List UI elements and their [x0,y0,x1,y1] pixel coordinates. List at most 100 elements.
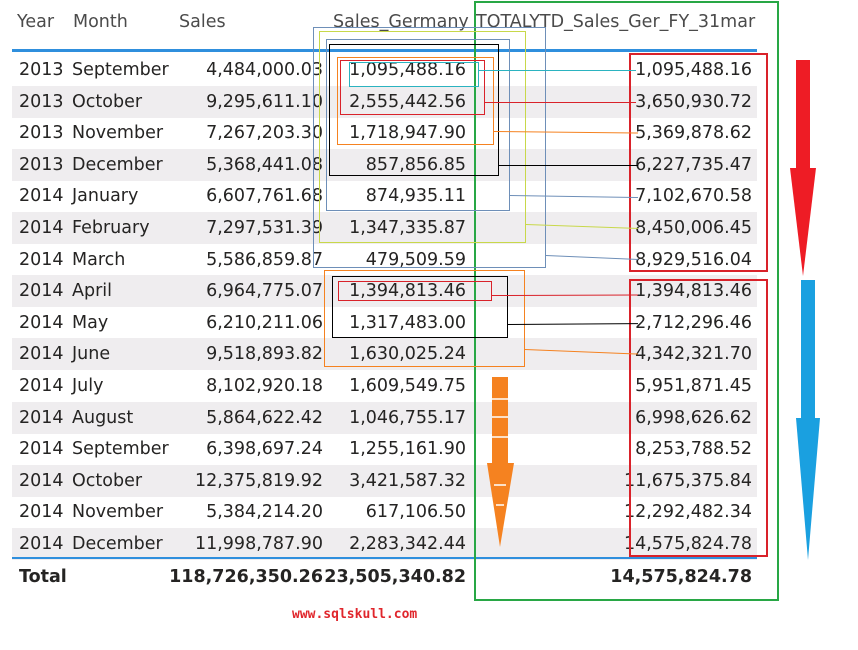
total-sales-germany: 23,505,340.82 [324,567,466,587]
cell-totalytd: 12,292,482.34 [623,502,752,523]
cell-year: 2014 [19,186,64,207]
cell-totalytd: 6,998,626.62 [635,407,752,428]
cell-year: 2013 [19,91,64,112]
december-cumulative-box [329,44,499,176]
cell-sales: 12,375,819.92 [194,470,323,491]
cell-month: February [72,218,150,238]
cell-sales: 7,267,203.30 [206,123,323,144]
cell-sales-germany: 1,046,755.17 [349,407,466,428]
cell-month: October [72,91,143,112]
cell-totalytd: 6,227,735.47 [635,154,752,175]
cell-sales-germany: 1,317,483.00 [349,312,466,333]
september-value-box [349,62,479,87]
header-year[interactable]: Year [17,12,55,32]
cell-month: August [72,407,134,428]
table-row: 2014 January 6,607,761.68 874,935.11 7,102,6… [12,180,757,212]
cell-totalytd: 2,712,296.46 [635,312,752,333]
total-sales: 118,726,350.26 [169,567,323,587]
cell-sales: 5,384,214.20 [206,502,323,523]
total-label: Total [19,567,67,587]
connector-line-december [499,165,638,166]
cell-totalytd: 8,929,516.04 [635,249,752,270]
header-divider [12,49,757,52]
red-down-arrow [790,60,816,276]
cell-year: 2014 [19,376,64,396]
cell-month: December [72,534,163,554]
cell-sales-germany: 617,106.50 [365,502,466,523]
table-row: 2013 September 4,484,000.03 1,095,488.16 1,0… [12,54,757,86]
cell-year: 2014 [19,249,64,270]
cell-sales: 5,864,622.42 [206,407,323,428]
cell-sales: 9,295,611.10 [206,91,323,112]
cell-year: 2014 [19,281,64,302]
cell-sales-germany: 1,630,025.24 [349,344,466,365]
cell-totalytd: 3,650,930.72 [635,91,752,112]
table-row: 2014 December 11,998,787.90 2,283,342.44 14,… [12,528,757,560]
cell-sales: 5,368,441.08 [206,154,323,175]
cell-sales-germany: 1,095,488.16 [349,60,466,80]
cell-totalytd: 5,369,878.62 [635,123,752,144]
table-row: 2014 May 6,210,211.06 1,317,483.00 2,712,296… [12,307,757,339]
cell-sales: 4,484,000.03 [206,60,323,80]
cell-month: November [72,123,164,144]
cell-month: October [72,470,143,491]
cell-year: 2014 [19,439,64,460]
cell-sales: 9,518,893.82 [206,344,323,365]
cell-totalytd: 1,095,488.16 [635,60,752,80]
cell-sales-germany: 3,421,587.32 [349,470,466,491]
cell-totalytd: 14,575,824.78 [623,534,752,554]
cell-year: 2014 [19,218,64,238]
header-sales[interactable]: Sales [179,12,226,32]
cell-sales: 6,210,211.06 [206,312,323,333]
cell-sales-germany: 1,394,813.46 [349,281,466,302]
cell-month: December [72,154,163,175]
cell-sales-germany: 479,509.59 [365,249,466,270]
cell-totalytd: 1,394,813.46 [635,281,752,302]
connector-line-october [485,102,636,103]
cell-sales-germany: 874,935.11 [365,186,466,207]
fy2015-ytd-values-box [629,279,768,557]
table-row: 2014 March 5,586,859.87 479,509.59 8,929,516… [12,244,757,276]
october-cumulative-box [340,60,485,115]
cell-sales: 6,964,775.07 [206,281,323,302]
cell-year: 2014 [19,344,64,365]
cell-sales-germany: 1,347,335.87 [349,218,466,238]
cell-year: 2014 [19,470,64,491]
cell-month: June [72,344,111,365]
total-row: Total 118,726,350.26 23,505,340.82 14,57… [12,562,757,592]
cell-month: July [72,376,104,396]
blue-down-arrow [796,280,820,560]
cell-year: 2013 [19,154,64,175]
cell-month: May [72,312,109,333]
cell-totalytd: 4,342,321.70 [635,344,752,365]
february-cumulative-box [319,31,526,243]
november-cumulative-box [337,57,494,145]
cell-totalytd: 8,450,006.45 [635,218,752,238]
cell-sales-germany: 1,609,549.75 [349,376,466,396]
connector-line-september [479,70,636,71]
cell-sales: 5,586,859.87 [206,249,323,270]
total-divider [12,557,757,559]
may-cumulative-box [332,276,508,338]
cell-sales: 6,398,697.24 [206,439,323,460]
march-cumulative-box [313,27,546,268]
cell-sales: 7,297,531.39 [206,218,323,238]
cell-year: 2014 [19,534,64,554]
table-row: 2013 October 9,295,611.10 2,555,442.56 3,650… [12,85,757,118]
cell-year: 2014 [19,502,64,523]
site-watermark: www.sqlskull.com [292,607,418,622]
header-month[interactable]: Month [73,12,128,32]
cell-sales-germany: 2,555,442.56 [349,91,466,112]
cell-totalytd: 11,675,375.84 [623,470,752,491]
table-row: 2014 November 5,384,214.20 617,106.50 12,292… [12,496,757,528]
cell-sales-germany: 1,255,161.90 [349,439,466,460]
cell-month: January [72,186,139,207]
april-value-box [338,281,492,301]
ytd-column-highlight-box [474,1,779,601]
cell-sales: 6,607,761.68 [206,186,323,207]
cell-year: 2014 [19,407,64,428]
table-row: 2014 October 12,375,819.92 3,421,587.32 11,6… [12,464,757,497]
cell-month: November [72,502,164,523]
cell-totalytd: 7,102,670.58 [635,186,752,207]
cell-month: September [72,60,169,80]
